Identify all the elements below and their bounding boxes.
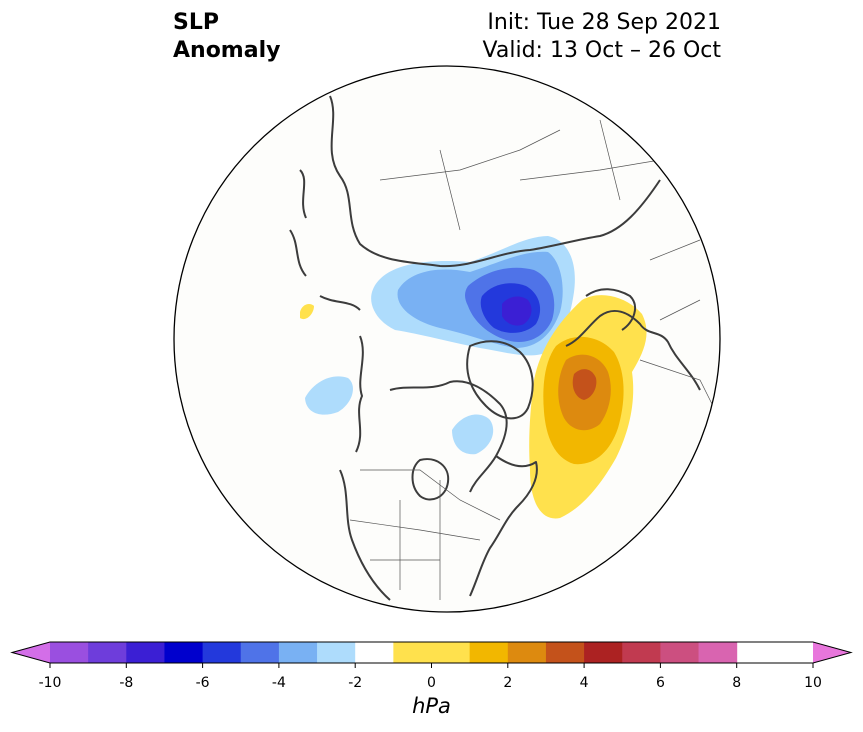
colorbar-ticks: -10 -8 -6 -4 -2 0 2 4 6 8 10 bbox=[39, 663, 822, 691]
coastlines bbox=[289, 95, 701, 601]
colorbar-tick-label: 6 bbox=[656, 675, 665, 691]
colorbar-box bbox=[469, 642, 509, 663]
neg-anomaly-7 bbox=[452, 414, 494, 455]
colorbar-tick-label: -10 bbox=[39, 675, 62, 691]
colorbar-box bbox=[698, 642, 738, 663]
map-title: SLP Anomaly bbox=[173, 9, 280, 65]
colorbar-extend-high bbox=[813, 642, 851, 663]
colorbar-box bbox=[126, 642, 165, 663]
colorbar-box bbox=[50, 642, 89, 663]
neg-anomaly-5 bbox=[502, 296, 532, 326]
colorbar-tick-label: -2 bbox=[348, 675, 362, 691]
colorbar: -10 -8 -6 -4 -2 0 2 4 6 8 10 bbox=[10, 641, 853, 691]
colorbar-tick-label: -8 bbox=[119, 675, 133, 691]
colorbar-box bbox=[584, 642, 623, 663]
colorbar-box bbox=[164, 642, 204, 663]
coast-scandinavia bbox=[585, 288, 637, 331]
colorbar-tick-label: 2 bbox=[503, 675, 512, 691]
init-date: Init: Tue 28 Sep 2021 bbox=[487, 10, 721, 35]
title-line-2: Anomaly bbox=[173, 38, 281, 63]
colorbar-box bbox=[660, 642, 700, 663]
date-info: Init: Tue 28 Sep 2021 Valid: 13 Oct – 26… bbox=[483, 9, 721, 65]
coast-west-na bbox=[339, 469, 391, 601]
pos-anomaly-4 bbox=[572, 369, 597, 400]
neg-anomaly-6 bbox=[305, 376, 353, 415]
coast-canada-arctic bbox=[389, 380, 508, 493]
valid-range: Valid: 13 Oct – 26 Oct bbox=[482, 38, 721, 63]
colorbar-extend-low bbox=[12, 642, 50, 663]
colorbar-box bbox=[545, 642, 585, 663]
colorbar-box bbox=[622, 642, 661, 663]
colorbar-box bbox=[278, 642, 318, 663]
colorbar-tick-label: -4 bbox=[272, 675, 286, 691]
polar-map bbox=[173, 65, 721, 613]
colorbar-tick-label: 4 bbox=[580, 675, 589, 691]
colorbar-boxes bbox=[10, 641, 853, 664]
coast-alaska bbox=[355, 335, 364, 453]
pos-anomaly-5 bbox=[300, 304, 314, 320]
colorbar-box bbox=[507, 642, 547, 663]
map-boundary bbox=[173, 65, 721, 613]
coast-siberia-islands bbox=[289, 169, 361, 311]
colorbar-box bbox=[240, 642, 280, 663]
coast-europe bbox=[565, 309, 701, 391]
colorbar-box bbox=[393, 642, 471, 663]
coast-asia bbox=[329, 95, 661, 268]
colorbar-tick-label: 0 bbox=[427, 675, 436, 691]
colorbar-box bbox=[317, 642, 356, 663]
colorbar-box bbox=[355, 642, 394, 663]
coast-hudson bbox=[411, 458, 450, 501]
colorbar-box bbox=[88, 642, 127, 663]
coast-greenland bbox=[466, 340, 534, 420]
colorbar-box bbox=[202, 642, 242, 663]
borders bbox=[349, 119, 720, 600]
colorbar-tick-label: -6 bbox=[196, 675, 210, 691]
colorbar-tick-label: 10 bbox=[804, 675, 822, 691]
border-lines bbox=[349, 119, 720, 600]
coast-east-na bbox=[469, 455, 538, 597]
title-line-1: SLP bbox=[173, 10, 219, 35]
anomaly-layer bbox=[300, 236, 647, 519]
colorbar-unit-label: hPa bbox=[412, 694, 451, 718]
colorbar-tick-label: 8 bbox=[732, 675, 741, 691]
